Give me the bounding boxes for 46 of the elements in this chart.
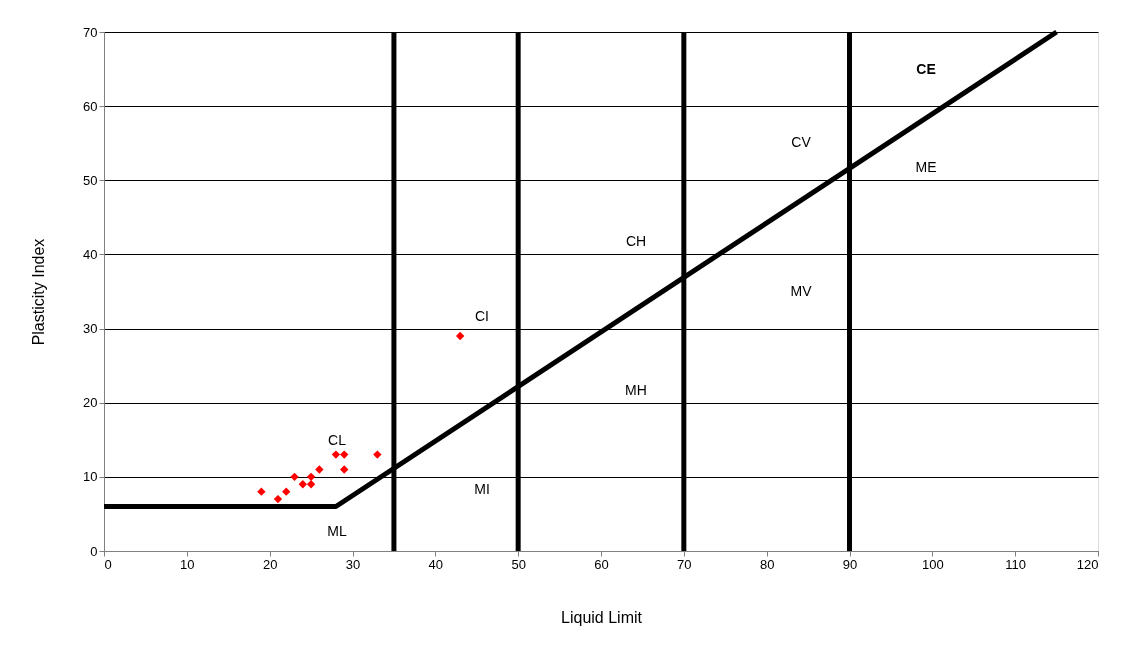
x-tick-label: 60: [594, 556, 609, 572]
point: [331, 450, 341, 459]
annotation: MV: [790, 283, 813, 299]
y-tick-label: 30: [83, 321, 98, 337]
annotation: CE: [916, 61, 936, 77]
annotation: CH: [625, 233, 647, 249]
y-tick-label: 10: [83, 469, 98, 485]
y-tick-label: 0: [90, 543, 98, 559]
annotation: ML: [327, 523, 347, 539]
point: [257, 487, 266, 496]
point: [273, 494, 283, 504]
x-tick-label: 110: [1005, 556, 1027, 572]
x-tick-label: 0: [104, 556, 112, 572]
x-tick-label: 40: [428, 556, 444, 572]
x-tick-label: 120: [1076, 556, 1099, 572]
point: [456, 331, 465, 341]
x-tick-label: 50: [511, 556, 526, 572]
point: [282, 487, 291, 496]
y-tick-label: 70: [83, 24, 98, 40]
annotation: CV: [791, 134, 812, 150]
point: [373, 450, 382, 459]
x-tick-label: 80: [759, 556, 775, 572]
annotation: CL: [328, 432, 347, 448]
point: [315, 465, 324, 474]
point: [298, 480, 307, 489]
y-tick-label: 60: [83, 98, 98, 114]
point: [290, 472, 299, 482]
point: [340, 465, 349, 474]
annotation: CI: [475, 308, 489, 324]
x-tick-label: 100: [921, 556, 944, 572]
x-tick-label: 20: [262, 556, 278, 572]
annotation: MH: [625, 382, 647, 398]
y-tick-label: 20: [83, 395, 98, 411]
x-tick-label: 70: [677, 556, 692, 572]
point: [340, 450, 349, 459]
x-tick-label: 30: [345, 556, 361, 572]
point: [306, 480, 316, 489]
annotation: MI: [474, 481, 490, 497]
point: [306, 472, 316, 482]
x-tick-label: 90: [842, 556, 858, 572]
annotation: ME: [915, 159, 937, 175]
y-tick-label: 50: [83, 172, 98, 188]
x-axis-title: Liquid Limit: [561, 608, 643, 626]
y-axis-title: Plasticity Index: [30, 238, 48, 346]
x-tick-label: 10: [180, 556, 195, 572]
y-tick-label: 40: [83, 246, 98, 262]
